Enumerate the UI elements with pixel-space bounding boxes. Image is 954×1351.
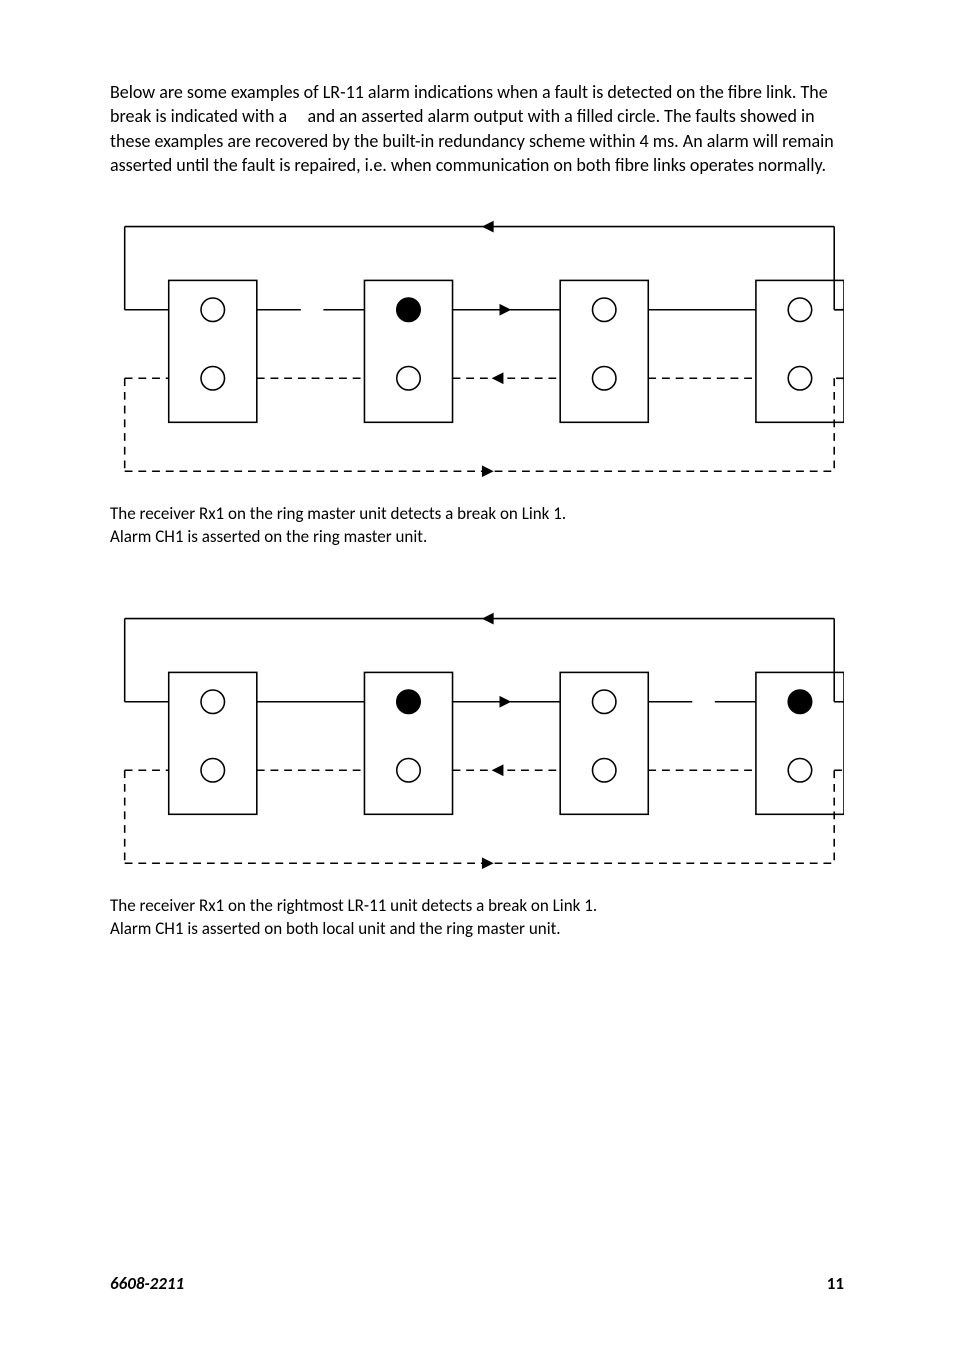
caption-1: The receiver Rx1 on the ring master unit… xyxy=(110,503,844,549)
caption-2-line-1: The receiver Rx1 on the rightmost LR-11 … xyxy=(110,895,844,918)
page-footer: 6608-2211 11 xyxy=(110,1273,844,1296)
caption-2-line-2: Alarm CH1 is asserted on both local unit… xyxy=(110,918,844,941)
diagram-2 xyxy=(110,599,844,883)
diagram-1 xyxy=(110,207,844,491)
intro-paragraph: Below are some examples of LR-11 alarm i… xyxy=(110,80,844,177)
footer-page-number: 11 xyxy=(827,1273,844,1296)
caption-1-line-1: The receiver Rx1 on the ring master unit… xyxy=(110,503,844,526)
caption-1-line-2: Alarm CH1 is asserted on the ring master… xyxy=(110,526,844,549)
caption-2: The receiver Rx1 on the rightmost LR-11 … xyxy=(110,895,844,941)
footer-doc-number: 6608-2211 xyxy=(110,1273,184,1296)
